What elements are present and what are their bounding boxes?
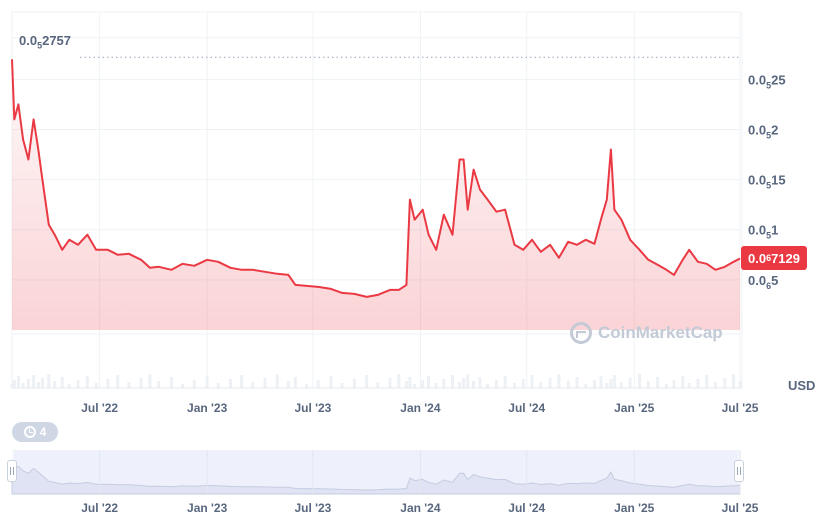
navigator-x-tick-label: Jul '23	[294, 501, 331, 515]
volume-bars	[10, 374, 742, 388]
navigator-right-handle[interactable]	[734, 460, 744, 482]
x-tick-label: Jul '22	[81, 401, 118, 415]
y-tick-label: 0.051	[748, 223, 778, 241]
x-tick-label: Jul '24	[508, 401, 545, 415]
navigator-x-tick-label: Jul '22	[81, 501, 118, 515]
y-tick-label: 0.065	[748, 273, 778, 291]
navigator-x-axis: Jul '22 Jan '23 Jul '23 Jan '24 Jul '24 Jan '…	[81, 501, 759, 515]
price-line	[11, 59, 741, 298]
y-axis: 0.0525 0.052 0.0515 0.051 0.065	[748, 72, 786, 291]
watermark-text: CoinMarketCap	[598, 323, 723, 342]
x-tick-label: Jan '24	[400, 401, 441, 415]
events-badge[interactable]: 4	[12, 422, 58, 442]
x-tick-label: Jan '25	[614, 401, 655, 415]
history-clock-icon	[23, 426, 36, 438]
price-area	[12, 59, 740, 331]
y-tick-label: 0.0515	[748, 173, 786, 191]
y-tick-label: 0.0525	[748, 72, 786, 90]
events-count: 4	[39, 425, 47, 439]
navigator-x-tick-label: Jul '24	[508, 501, 545, 515]
x-tick-label: Jul '25	[722, 401, 759, 415]
navigator-x-tick-label: Jan '23	[187, 501, 228, 515]
coinmarketcap-logo-icon	[570, 322, 592, 344]
navigator-left-handle[interactable]	[7, 460, 17, 482]
max-price-label: 0.052757	[19, 33, 72, 51]
navigator-x-tick-label: Jan '24	[400, 501, 441, 515]
y-tick-label: 0.052	[748, 122, 778, 140]
navigator-x-tick-label: Jan '25	[614, 501, 655, 515]
coinmarketcap-watermark: CoinMarketCap	[570, 322, 723, 344]
range-navigator[interactable]: Jul '22 Jan '23 Jul '23 Jan '24 Jul '24 Jan '…	[11, 450, 759, 515]
currency-label: USD	[788, 378, 816, 393]
x-tick-label: Jul '23	[294, 401, 331, 415]
x-axis: Jul '22 Jan '23 Jul '23 Jan '24 Jul '24 Jan '…	[81, 401, 759, 415]
navigator-x-tick-label: Jul '25	[722, 501, 759, 515]
x-tick-label: Jan '23	[187, 401, 228, 415]
current-price-badge: 0.0 6 7129	[741, 246, 807, 270]
